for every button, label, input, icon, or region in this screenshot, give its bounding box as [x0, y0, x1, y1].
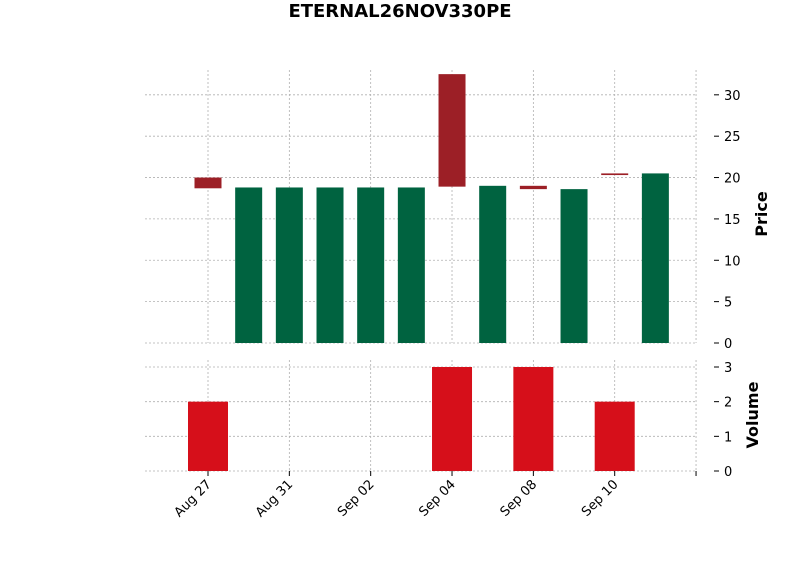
price-tick-label: 0	[724, 337, 732, 352]
volume-axis: 0 1 2 3	[714, 361, 732, 480]
date-tick-label: Aug 27	[172, 477, 215, 520]
candle	[194, 177, 222, 189]
candle	[275, 187, 303, 343]
volume-tick-label: 1	[724, 430, 732, 445]
date-tick-label: Sep 04	[416, 477, 459, 520]
price-tick-label: 25	[724, 130, 741, 145]
date-axis: Aug 27 Aug 31 Sep 02 Sep 04 Sep 08 Sep 10	[172, 471, 697, 520]
volume-tick-label: 2	[724, 396, 732, 411]
volume-axis-label: Volume	[743, 381, 762, 448]
price-axis: 0 5 10 15 20 25 30	[714, 89, 741, 352]
candle	[519, 185, 547, 190]
candle	[438, 74, 466, 187]
candle	[316, 187, 344, 343]
candle	[641, 173, 669, 343]
volume-bar	[513, 367, 554, 471]
volume-bar	[594, 401, 635, 471]
volume-bar	[188, 401, 228, 471]
date-tick-label: Sep 08	[498, 477, 541, 520]
price-tick-label: 10	[724, 254, 741, 269]
price-tick-label: 15	[724, 213, 741, 228]
volume-bars	[188, 367, 635, 471]
candle	[397, 187, 425, 343]
price-candles	[194, 74, 669, 343]
price-tick-label: 5	[724, 296, 732, 311]
price-axis-label: Price	[752, 191, 771, 237]
candle	[235, 187, 263, 343]
volume-tick-label: 3	[724, 361, 732, 376]
price-tick-label: 30	[724, 89, 741, 104]
date-tick-label: Sep 10	[579, 477, 622, 520]
volume-bar	[432, 367, 473, 471]
volume-tick-label: 0	[724, 465, 732, 480]
candle	[601, 173, 629, 176]
date-tick-label: Aug 31	[253, 477, 296, 520]
chart-title: ETERNAL26NOV330PE	[288, 1, 511, 22]
candle	[357, 187, 385, 343]
candle	[479, 185, 507, 343]
price-tick-label: 20	[724, 172, 741, 187]
candle	[560, 189, 588, 343]
date-tick-label: Sep 02	[335, 477, 378, 520]
